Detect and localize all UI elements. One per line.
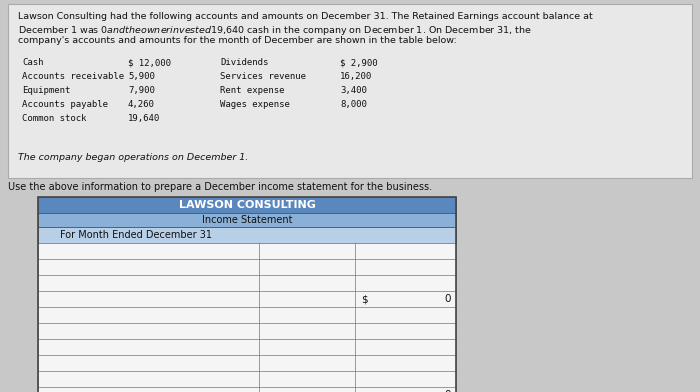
Text: 16,200: 16,200 <box>340 72 372 81</box>
Text: $ 2,900: $ 2,900 <box>340 58 377 67</box>
Bar <box>8 4 692 178</box>
Text: Accounts receivable: Accounts receivable <box>22 72 124 81</box>
Text: 5,900: 5,900 <box>128 72 155 81</box>
Text: 8,000: 8,000 <box>340 100 367 109</box>
Text: 19,640: 19,640 <box>128 114 160 123</box>
Text: Use the above information to prepare a December income statement for the busines: Use the above information to prepare a D… <box>8 182 432 192</box>
Text: For Month Ended December 31: For Month Ended December 31 <box>60 230 212 240</box>
Text: 7,900: 7,900 <box>128 86 155 95</box>
Bar <box>38 213 456 227</box>
Text: Accounts payable: Accounts payable <box>22 100 108 109</box>
Text: Equipment: Equipment <box>22 86 71 95</box>
Bar <box>38 291 456 307</box>
Bar <box>38 387 456 392</box>
Text: $: $ <box>361 294 368 304</box>
Text: 0: 0 <box>444 390 451 392</box>
Bar <box>38 197 456 392</box>
Text: Rent expense: Rent expense <box>220 86 284 95</box>
Text: LAWSON CONSULTING: LAWSON CONSULTING <box>178 200 316 210</box>
Bar <box>38 307 456 323</box>
Bar <box>38 243 456 259</box>
Text: Lawson Consulting had the following accounts and amounts on December 31. The Ret: Lawson Consulting had the following acco… <box>18 12 593 21</box>
Text: December 1 was $0 and the owner invested $19,640 cash in the company on December: December 1 was $0 and the owner invested… <box>18 24 532 37</box>
Text: Income Statement: Income Statement <box>202 215 293 225</box>
Text: The company began operations on December 1.: The company began operations on December… <box>18 153 248 162</box>
Text: Common stock: Common stock <box>22 114 87 123</box>
Bar <box>38 371 456 387</box>
Bar <box>38 197 456 213</box>
Text: Cash: Cash <box>22 58 43 67</box>
Text: Services revenue: Services revenue <box>220 72 306 81</box>
Text: 3,400: 3,400 <box>340 86 367 95</box>
Text: Dividends: Dividends <box>220 58 268 67</box>
Bar <box>38 259 456 275</box>
Text: $ 12,000: $ 12,000 <box>128 58 171 67</box>
Text: 0: 0 <box>444 294 451 304</box>
Text: 4,260: 4,260 <box>128 100 155 109</box>
Bar <box>38 275 456 291</box>
Bar <box>38 323 456 339</box>
Text: Wages expense: Wages expense <box>220 100 290 109</box>
Bar <box>38 355 456 371</box>
Bar <box>38 227 456 243</box>
Text: company's accounts and amounts for the month of December are shown in the table : company's accounts and amounts for the m… <box>18 36 456 45</box>
Bar <box>38 339 456 355</box>
